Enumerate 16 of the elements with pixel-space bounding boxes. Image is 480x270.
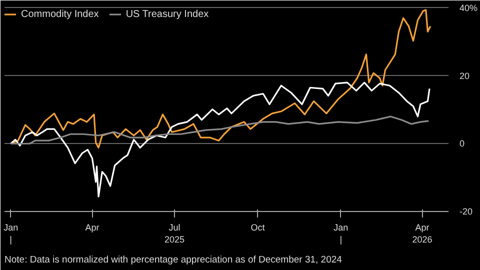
y-tick-label: 40%	[460, 2, 478, 13]
legend-label: US Treasury Index	[126, 8, 209, 20]
line-series	[10, 116, 430, 144]
x-tick-label: Jan |	[4, 222, 18, 244]
x-tick-label: Jul 2025	[164, 222, 185, 244]
x-tick-label: Oct	[250, 222, 266, 232]
line-series	[10, 9, 432, 149]
y-tick-label: 0	[460, 138, 465, 149]
text: Note: Data is normalized with percentage appreciation as of December 31, 2024	[4, 254, 342, 266]
y-tick-label: -20	[460, 206, 473, 216]
x-tick-label: Apr	[85, 222, 100, 232]
x-tick-label: Jan |	[334, 222, 348, 244]
line-series	[10, 82, 430, 198]
y-tick-label: 20	[460, 70, 470, 81]
legend-label: Commodity Index	[21, 8, 99, 20]
x-tick-label: Apr 2026	[412, 222, 432, 244]
